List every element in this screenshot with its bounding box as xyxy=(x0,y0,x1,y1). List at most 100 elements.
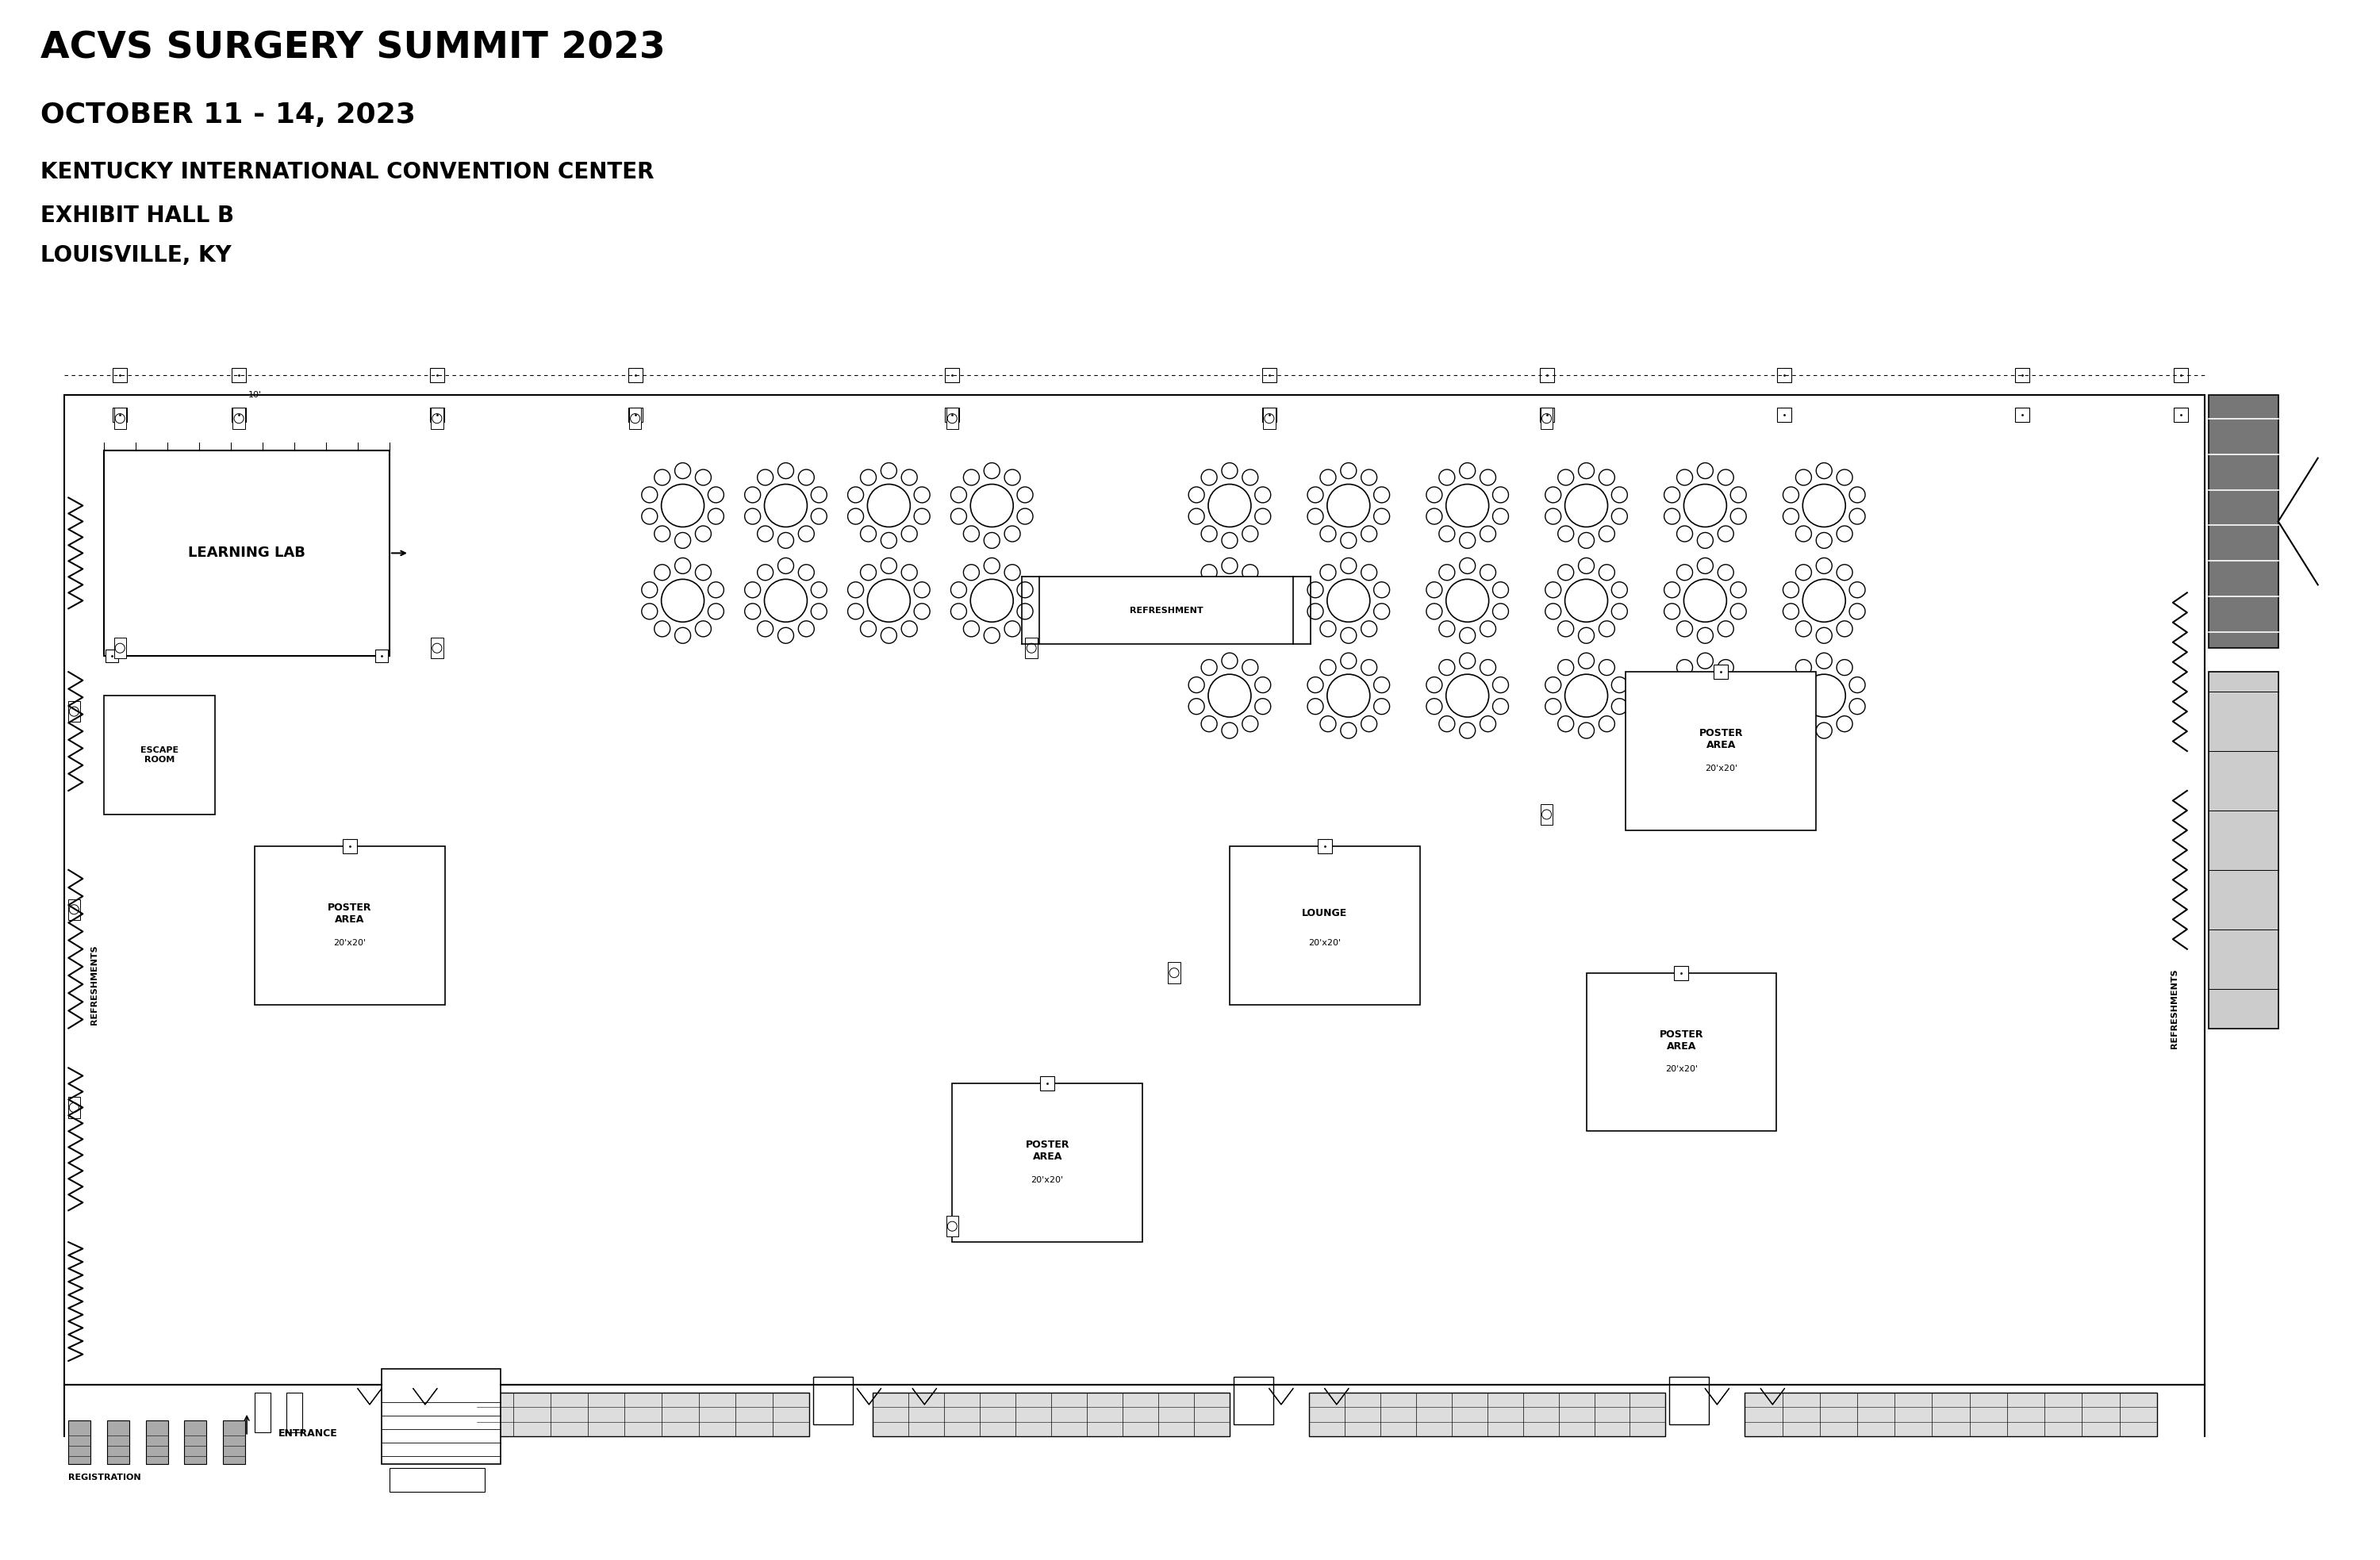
Circle shape xyxy=(1545,509,1561,524)
Bar xyxy=(1540,407,1554,421)
Circle shape xyxy=(1221,532,1238,549)
Circle shape xyxy=(812,604,826,619)
Circle shape xyxy=(707,509,724,524)
Circle shape xyxy=(1837,526,1852,541)
Circle shape xyxy=(676,463,690,479)
Circle shape xyxy=(1718,565,1733,580)
Text: 20'x20': 20'x20' xyxy=(1031,1176,1064,1184)
Bar xyxy=(1261,407,1276,421)
Bar xyxy=(2016,368,2030,382)
Bar xyxy=(1169,963,1180,983)
Circle shape xyxy=(1678,716,1692,732)
Circle shape xyxy=(1849,604,1866,619)
Bar xyxy=(105,649,119,663)
Circle shape xyxy=(1307,509,1323,524)
Circle shape xyxy=(881,463,897,479)
Circle shape xyxy=(1221,558,1238,574)
Circle shape xyxy=(1440,621,1454,636)
Circle shape xyxy=(1426,699,1442,714)
Circle shape xyxy=(745,509,762,524)
Circle shape xyxy=(950,582,966,597)
Circle shape xyxy=(1664,509,1680,524)
Circle shape xyxy=(1340,722,1357,738)
Bar xyxy=(69,1420,90,1463)
Circle shape xyxy=(902,470,916,485)
Bar xyxy=(1668,1377,1709,1424)
Circle shape xyxy=(69,707,79,716)
Circle shape xyxy=(1542,810,1552,819)
Circle shape xyxy=(707,582,724,597)
Bar xyxy=(390,1468,486,1491)
Circle shape xyxy=(1373,604,1390,619)
Circle shape xyxy=(433,413,443,423)
Circle shape xyxy=(1188,582,1204,597)
Circle shape xyxy=(1459,654,1476,669)
Circle shape xyxy=(1678,470,1692,485)
Circle shape xyxy=(1209,674,1252,718)
Circle shape xyxy=(745,582,762,597)
Circle shape xyxy=(1730,604,1747,619)
Circle shape xyxy=(655,565,671,580)
Bar xyxy=(952,1084,1142,1242)
Circle shape xyxy=(695,565,712,580)
Circle shape xyxy=(1221,627,1238,643)
Circle shape xyxy=(1459,463,1476,479)
Text: POSTER
AREA: POSTER AREA xyxy=(328,902,371,925)
Circle shape xyxy=(1242,470,1259,485)
Circle shape xyxy=(1254,677,1271,693)
Circle shape xyxy=(914,487,931,502)
Circle shape xyxy=(1480,716,1497,732)
Circle shape xyxy=(1026,643,1035,654)
Circle shape xyxy=(914,582,931,597)
Circle shape xyxy=(1697,558,1714,574)
Circle shape xyxy=(1440,660,1454,675)
Circle shape xyxy=(1816,654,1833,669)
Bar xyxy=(628,409,640,429)
Circle shape xyxy=(1795,470,1811,485)
Circle shape xyxy=(881,532,897,549)
Circle shape xyxy=(983,627,1000,643)
Circle shape xyxy=(676,558,690,574)
Text: POSTER
AREA: POSTER AREA xyxy=(1026,1140,1069,1162)
Circle shape xyxy=(1440,526,1454,541)
Bar xyxy=(69,1097,81,1119)
Circle shape xyxy=(1361,526,1378,541)
Bar xyxy=(2173,368,2187,382)
Circle shape xyxy=(947,413,957,423)
Circle shape xyxy=(1254,699,1271,714)
Circle shape xyxy=(1242,565,1259,580)
Circle shape xyxy=(1202,526,1216,541)
Circle shape xyxy=(1849,582,1866,597)
Circle shape xyxy=(1328,484,1371,527)
Circle shape xyxy=(1849,699,1866,714)
Circle shape xyxy=(1683,674,1726,718)
Circle shape xyxy=(1664,604,1680,619)
Circle shape xyxy=(1578,532,1595,549)
Text: REFRESHMENT: REFRESHMENT xyxy=(1130,607,1202,615)
Circle shape xyxy=(1254,487,1271,502)
Circle shape xyxy=(1307,677,1323,693)
Circle shape xyxy=(1447,484,1490,527)
Bar xyxy=(343,839,357,853)
Circle shape xyxy=(1611,677,1628,693)
Circle shape xyxy=(1004,470,1021,485)
Circle shape xyxy=(914,604,931,619)
Text: 10': 10' xyxy=(248,390,262,399)
Circle shape xyxy=(1697,463,1714,479)
Bar xyxy=(183,1420,207,1463)
Circle shape xyxy=(643,582,657,597)
Circle shape xyxy=(1340,532,1357,549)
Circle shape xyxy=(1188,509,1204,524)
Circle shape xyxy=(1559,660,1573,675)
Circle shape xyxy=(1004,565,1021,580)
Circle shape xyxy=(1440,716,1454,732)
Circle shape xyxy=(1426,487,1442,502)
Circle shape xyxy=(1678,565,1692,580)
Circle shape xyxy=(971,579,1014,622)
Circle shape xyxy=(1480,565,1497,580)
Circle shape xyxy=(764,579,807,622)
Circle shape xyxy=(1202,660,1216,675)
Circle shape xyxy=(1254,604,1271,619)
Circle shape xyxy=(1837,660,1852,675)
Circle shape xyxy=(1492,604,1509,619)
